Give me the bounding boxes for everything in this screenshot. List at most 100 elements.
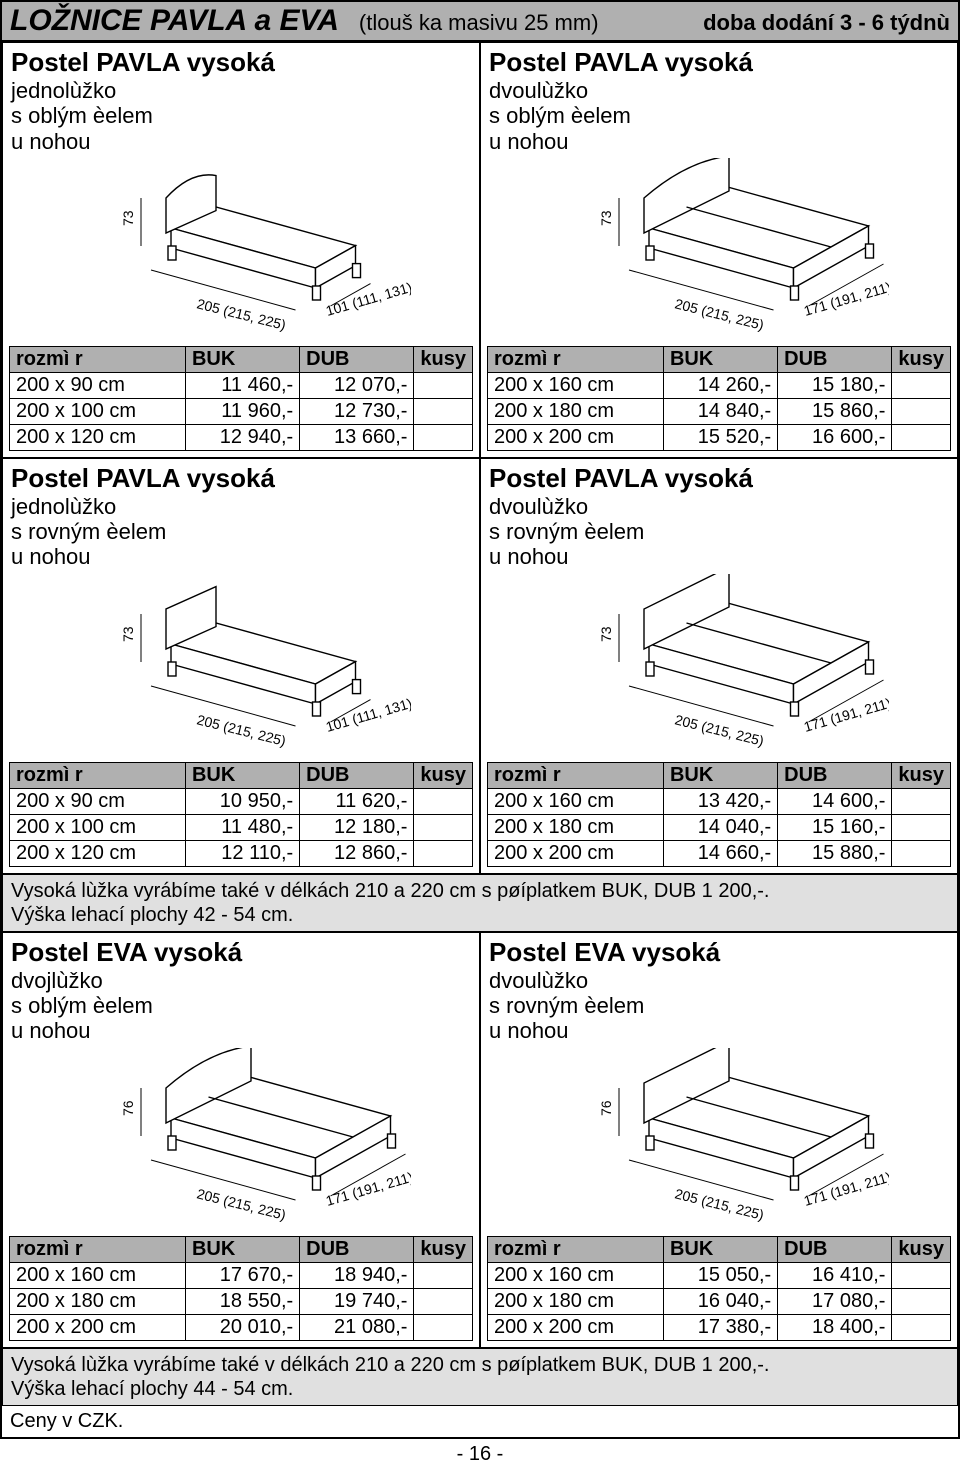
bed-description-line: s oblým èelem (11, 103, 471, 128)
page-header: LOŽNICE PAVLA a EVA (tlouš ka masivu 25 … (2, 2, 958, 42)
table-row: 200 x 120 cm12 110,-12 860,- (10, 840, 473, 866)
price-table: rozmì rBUKDUBkusy200 x 160 cm15 050,-16 … (487, 1236, 951, 1341)
col-dub: DUB (300, 346, 414, 372)
bed-title: Postel EVA vysoká (489, 937, 949, 968)
bed-description-line: u nohou (489, 1018, 949, 1043)
thickness-note: (tlouš ka masivu 25 mm) (359, 10, 703, 36)
col-size: rozmì r (488, 1236, 664, 1262)
col-kusy: kusy (892, 762, 951, 788)
col-dub: DUB (778, 1236, 892, 1262)
table-row: 200 x 200 cm20 010,-21 080,- (10, 1314, 473, 1340)
col-buk: BUK (663, 346, 777, 372)
bed-description-line: dvoulùžko (489, 968, 949, 993)
svg-text:76: 76 (598, 1100, 614, 1116)
col-buk: BUK (663, 1236, 777, 1262)
svg-text:73: 73 (598, 210, 614, 226)
col-size: rozmì r (488, 762, 664, 788)
bed-diagram-icon: 73205 (215, 225)101 (111, 131) (71, 158, 411, 338)
bed-description-line: s rovným èelem (489, 519, 949, 544)
col-buk: BUK (185, 762, 299, 788)
table-row: 200 x 90 cm11 460,-12 070,- (10, 372, 473, 398)
note-bar-1: Vysoká lùžka vyrábíme také v délkách 210… (2, 874, 958, 932)
svg-text:73: 73 (120, 626, 136, 642)
bed-description-line: jednolùžko (11, 78, 471, 103)
table-row: 200 x 180 cm16 040,-17 080,- (488, 1288, 951, 1314)
product-cell: Postel PAVLA vysokádvoulùžkos rovným èel… (480, 458, 958, 874)
product-cell: Postel PAVLA vysokájednolùžkos rovným èe… (2, 458, 480, 874)
col-buk: BUK (185, 1236, 299, 1262)
svg-text:205 (215, 225): 205 (215, 225) (673, 295, 765, 333)
table-row: 200 x 200 cm14 660,-15 880,- (488, 840, 951, 866)
table-row: 200 x 200 cm15 520,-16 600,- (488, 424, 951, 450)
bed-description-line: s oblým èelem (489, 103, 949, 128)
svg-text:73: 73 (120, 210, 136, 226)
col-dub: DUB (778, 762, 892, 788)
col-size: rozmì r (488, 346, 664, 372)
note-bar-2: Vysoká lùžka vyrábíme také v délkách 210… (2, 1348, 958, 1406)
table-row: 200 x 160 cm15 050,-16 410,- (488, 1262, 951, 1288)
bed-description-line: u nohou (11, 129, 471, 154)
table-row: 200 x 100 cm11 960,-12 730,- (10, 398, 473, 424)
product-cell: Postel PAVLA vysokájednolùžkos oblým èel… (2, 42, 480, 458)
page-number: - 16 - (0, 1439, 960, 1470)
svg-text:76: 76 (120, 1100, 136, 1116)
table-row: 200 x 180 cm18 550,-19 740,- (10, 1288, 473, 1314)
delivery-note: doba dodání 3 - 6 týdnù (703, 10, 950, 36)
col-kusy: kusy (414, 1236, 473, 1262)
bed-description-line: dvojlùžko (11, 968, 471, 993)
bed-diagram-icon: 73205 (215, 225)171 (191, 211) (549, 574, 889, 754)
bed-title: Postel PAVLA vysoká (489, 47, 949, 78)
bed-diagram-icon: 73205 (215, 225)101 (111, 131) (71, 574, 411, 754)
price-table: rozmì rBUKDUBkusy200 x 90 cm11 460,-12 0… (9, 346, 473, 451)
svg-text:205 (215, 225): 205 (215, 225) (195, 711, 287, 749)
page-title: LOŽNICE PAVLA a EVA (10, 4, 339, 38)
col-size: rozmì r (10, 762, 186, 788)
table-row: 200 x 90 cm10 950,-11 620,- (10, 788, 473, 814)
bed-description-line: dvoulùžko (489, 78, 949, 103)
table-row: 200 x 160 cm14 260,-15 180,- (488, 372, 951, 398)
bed-description-line: u nohou (11, 544, 471, 569)
col-kusy: kusy (414, 346, 473, 372)
col-buk: BUK (663, 762, 777, 788)
table-row: 200 x 160 cm13 420,-14 600,- (488, 788, 951, 814)
svg-text:171 (191, 211): 171 (191, 211) (324, 1168, 411, 1208)
col-kusy: kusy (892, 346, 951, 372)
price-currency-note: Ceny v CZK. (2, 1406, 958, 1437)
product-cell: Postel PAVLA vysokádvoulùžkos oblým èele… (480, 42, 958, 458)
col-dub: DUB (778, 346, 892, 372)
table-row: 200 x 180 cm14 840,-15 860,- (488, 398, 951, 424)
col-kusy: kusy (414, 762, 473, 788)
svg-text:205 (215, 225): 205 (215, 225) (195, 1185, 287, 1223)
bed-title: Postel EVA vysoká (11, 937, 471, 968)
bed-description-line: u nohou (11, 1018, 471, 1043)
bed-diagram-icon: 73 205 (215, 225) 171 (191, 211) (549, 158, 889, 338)
bed-description-line: jednolùžko (11, 494, 471, 519)
bed-title: Postel PAVLA vysoká (11, 47, 471, 78)
price-table: rozmì rBUKDUBkusy200 x 160 cm17 670,-18 … (9, 1236, 473, 1341)
bed-diagram-icon: 76 205 (215, 225) 171 (191, 211) (549, 1048, 889, 1228)
bed-description-line: s rovným èelem (489, 993, 949, 1018)
col-size: rozmì r (10, 1236, 186, 1262)
bed-title: Postel PAVLA vysoká (489, 463, 949, 494)
price-table: rozmì rBUKDUBkusy200 x 160 cm14 260,-15 … (487, 346, 951, 451)
col-dub: DUB (300, 1236, 414, 1262)
price-table: rozmì rBUKDUBkusy200 x 160 cm13 420,-14 … (487, 762, 951, 867)
bed-description-line: s oblým èelem (11, 993, 471, 1018)
svg-text:171 (191, 211): 171 (191, 211) (802, 1168, 889, 1208)
svg-text:171 (191, 211): 171 (191, 211) (802, 694, 889, 734)
bed-description-line: s rovným èelem (11, 519, 471, 544)
col-size: rozmì r (10, 346, 186, 372)
col-dub: DUB (300, 762, 414, 788)
product-cell: Postel EVA vysokádvojlùžkos oblým èelemu… (2, 932, 480, 1348)
price-table: rozmì rBUKDUBkusy200 x 90 cm10 950,-11 6… (9, 762, 473, 867)
product-cell: Postel EVA vysokádvoulùžkos rovným èelem… (480, 932, 958, 1348)
svg-text:205 (215, 225): 205 (215, 225) (673, 1185, 765, 1223)
col-kusy: kusy (892, 1236, 951, 1262)
svg-text:171 (191, 211): 171 (191, 211) (802, 279, 889, 319)
bed-description-line: u nohou (489, 129, 949, 154)
col-buk: BUK (185, 346, 299, 372)
bed-description-line: dvoulùžko (489, 494, 949, 519)
svg-text:205 (215, 225): 205 (215, 225) (673, 711, 765, 749)
table-row: 200 x 120 cm12 940,-13 660,- (10, 424, 473, 450)
table-row: 200 x 180 cm14 040,-15 160,- (488, 814, 951, 840)
